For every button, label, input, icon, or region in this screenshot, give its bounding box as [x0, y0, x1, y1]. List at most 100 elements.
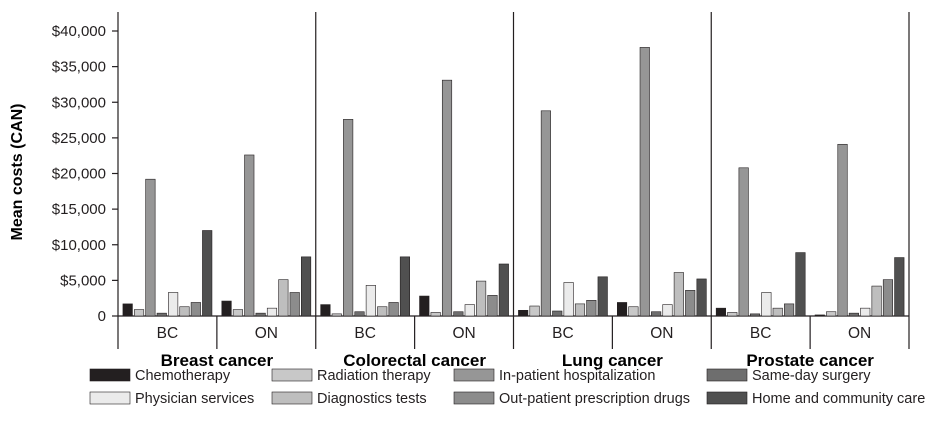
bar-diagnostics-tests-lung-cancer-on	[673, 272, 684, 317]
x-subcategory-label: BC	[750, 325, 772, 342]
bar-home-and-community-care-lung-cancer-on	[696, 278, 707, 317]
legend-swatch-chemotherapy	[89, 368, 131, 382]
bar-physician-services-lung-cancer-on	[662, 304, 673, 317]
bar-chemotherapy-colorectal-cancer-bc	[320, 304, 331, 317]
bar-out-patient-prescription-drugs-breast-cancer-on	[289, 292, 300, 317]
legend-swatch-diagnostics-tests	[271, 391, 313, 405]
x-group-label: Colorectal cancer	[343, 351, 486, 370]
bar-out-patient-prescription-drugs-breast-cancer-bc	[190, 302, 201, 317]
x-axis-labels: BC ON Breast cancer BC ON Colorectal cancer BC…	[157, 325, 875, 370]
bar-diagnostics-tests-breast-cancer-on	[278, 279, 289, 317]
legend-swatch-out-patient-prescription-drugs	[453, 391, 495, 405]
x-group-label: Prostate cancer	[746, 351, 874, 370]
x-subcategory-label: ON	[255, 325, 278, 342]
bar-radiation-therapy-lung-cancer-bc	[529, 305, 540, 317]
bar-in-patient-hospitalization-lung-cancer-on	[639, 47, 650, 317]
bar-diagnostics-tests-prostate-cancer-on	[871, 285, 882, 317]
x-subcategory-label: BC	[552, 325, 574, 342]
bar-physician-services-breast-cancer-bc	[168, 292, 179, 317]
legend-label-radiation-therapy: Radiation therapy	[317, 368, 431, 384]
bar-diagnostics-tests-colorectal-cancer-bc	[377, 306, 388, 317]
bar-radiation-therapy-colorectal-cancer-on	[430, 312, 441, 317]
bar-out-patient-prescription-drugs-prostate-cancer-on	[882, 279, 894, 317]
bar-in-patient-hospitalization-colorectal-cancer-bc	[343, 119, 354, 317]
bar-chemotherapy-lung-cancer-on	[616, 302, 628, 317]
axes	[117, 12, 910, 349]
bar-radiation-therapy-lung-cancer-on	[628, 306, 639, 317]
y-tick-label: $35,000	[52, 59, 106, 76]
bar-same-day-surgery-breast-cancer-on	[255, 312, 266, 317]
bar-physician-services-breast-cancer-on	[266, 307, 278, 317]
bar-home-and-community-care-prostate-cancer-on	[894, 257, 905, 317]
legend-swatch-same-day-surgery	[706, 368, 748, 382]
legend-label-chemotherapy: Chemotherapy	[135, 368, 231, 384]
bar-chemotherapy-prostate-cancer-on	[814, 314, 825, 317]
bar-physician-services-colorectal-cancer-on	[464, 304, 475, 317]
y-tick-label: $10,000	[52, 237, 106, 254]
bars	[122, 47, 905, 317]
bar-out-patient-prescription-drugs-colorectal-cancer-bc	[388, 302, 399, 317]
bar-physician-services-colorectal-cancer-bc	[365, 285, 376, 317]
bar-physician-services-lung-cancer-bc	[563, 282, 574, 317]
y-axis-label: Mean costs (CAN)	[9, 104, 26, 241]
bar-diagnostics-tests-colorectal-cancer-on	[476, 280, 487, 317]
legend-swatch-home-and-community-care	[706, 391, 748, 405]
bar-home-and-community-care-breast-cancer-on	[301, 256, 312, 317]
bar-chemotherapy-colorectal-cancer-on	[419, 295, 430, 317]
x-subcategory-label: BC	[354, 325, 376, 342]
y-tick-label: $30,000	[52, 94, 106, 111]
bar-chemotherapy-breast-cancer-bc	[122, 303, 133, 317]
bar-in-patient-hospitalization-colorectal-cancer-on	[441, 79, 453, 317]
bar-chemotherapy-prostate-cancer-bc	[715, 307, 726, 317]
y-tick-label: $15,000	[52, 201, 106, 218]
legend-swatch-radiation-therapy	[271, 368, 313, 382]
bar-chemotherapy-lung-cancer-bc	[518, 309, 529, 317]
legend: Chemotherapy Radiation therapy In-patient …	[89, 368, 925, 407]
bar-radiation-therapy-breast-cancer-bc	[133, 309, 145, 317]
bar-radiation-therapy-prostate-cancer-bc	[727, 312, 738, 317]
bar-same-day-surgery-breast-cancer-bc	[156, 312, 167, 317]
legend-label-physician-services: Physician services	[135, 391, 254, 407]
bar-in-patient-hospitalization-prostate-cancer-bc	[738, 167, 749, 317]
bar-same-day-surgery-colorectal-cancer-bc	[354, 311, 365, 317]
bar-home-and-community-care-lung-cancer-bc	[597, 276, 608, 317]
bar-same-day-surgery-lung-cancer-bc	[552, 310, 563, 317]
bar-same-day-surgery-lung-cancer-on	[651, 311, 662, 317]
bar-out-patient-prescription-drugs-prostate-cancer-bc	[784, 303, 795, 317]
legend-label-in-patient-hospitalization: In-patient hospitalization	[499, 368, 655, 384]
legend-swatch-physician-services	[89, 391, 131, 405]
y-tick-label: $40,000	[52, 23, 106, 40]
bar-home-and-community-care-colorectal-cancer-on	[498, 263, 509, 317]
y-tick-label: $20,000	[52, 166, 106, 183]
y-tick-label: $25,000	[52, 130, 106, 147]
bar-same-day-surgery-prostate-cancer-bc	[749, 313, 761, 317]
bar-diagnostics-tests-prostate-cancer-bc	[772, 307, 783, 317]
bar-same-day-surgery-prostate-cancer-on	[848, 312, 859, 317]
bar-diagnostics-tests-lung-cancer-bc	[574, 303, 586, 317]
bar-out-patient-prescription-drugs-colorectal-cancer-on	[487, 295, 498, 317]
x-group-label: Lung cancer	[562, 351, 663, 370]
x-subcategory-label: ON	[452, 325, 475, 342]
bar-radiation-therapy-colorectal-cancer-bc	[331, 313, 342, 317]
bar-diagnostics-tests-breast-cancer-bc	[179, 306, 190, 317]
bar-radiation-therapy-prostate-cancer-on	[826, 311, 837, 317]
y-axis-ticks: 0 $5,000 $10,000 $15,000 $20,000 $25,000 $30,0…	[52, 23, 118, 325]
bar-home-and-community-care-breast-cancer-bc	[202, 230, 213, 317]
bar-home-and-community-care-prostate-cancer-bc	[795, 252, 806, 317]
legend-label-same-day-surgery: Same-day surgery	[752, 368, 871, 384]
bar-out-patient-prescription-drugs-lung-cancer-on	[685, 290, 696, 317]
legend-label-out-patient-prescription-drugs: Out-patient prescription drugs	[499, 391, 690, 407]
bar-radiation-therapy-breast-cancer-on	[232, 309, 243, 317]
bar-home-and-community-care-colorectal-cancer-bc	[399, 256, 411, 317]
y-tick-label: $5,000	[60, 272, 106, 289]
x-subcategory-label: ON	[848, 325, 871, 342]
bar-in-patient-hospitalization-lung-cancer-bc	[540, 110, 551, 317]
bar-in-patient-hospitalization-prostate-cancer-on	[837, 143, 848, 317]
bar-physician-services-prostate-cancer-bc	[761, 292, 772, 317]
legend-swatch-in-patient-hospitalization	[453, 368, 495, 382]
legend-label-diagnostics-tests: Diagnostics tests	[317, 391, 427, 407]
y-tick-label: 0	[98, 308, 106, 325]
bar-physician-services-prostate-cancer-on	[860, 307, 871, 317]
bar-same-day-surgery-colorectal-cancer-on	[453, 311, 464, 317]
